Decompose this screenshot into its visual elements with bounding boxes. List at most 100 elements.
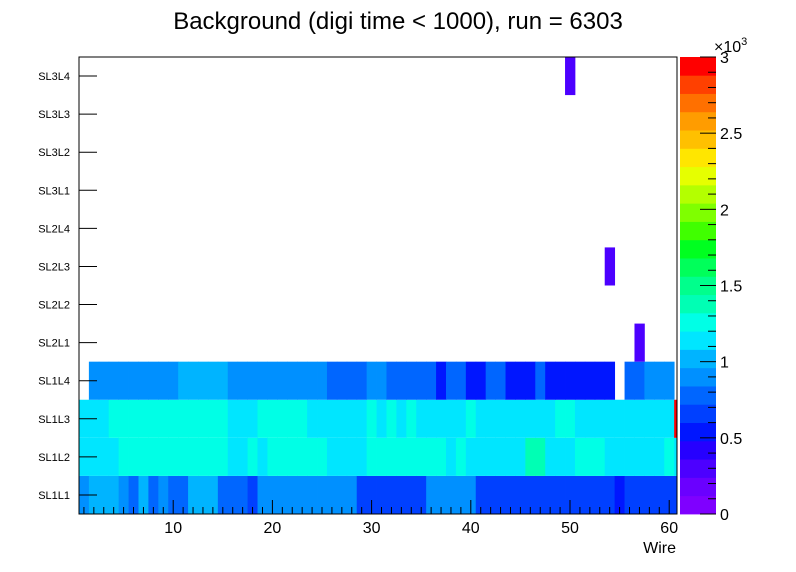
heatmap-cell-sl1l4-w50 <box>565 361 576 400</box>
heatmap-cell-sl1l4-w34 <box>406 361 417 400</box>
heatmap-cell-sl1l3-w46 <box>525 399 536 438</box>
heatmap-cell-sl1l1-w19 <box>257 475 268 514</box>
heatmap-cell-sl1l4-w60 <box>664 361 675 400</box>
heatmap-cell-sl1l2-w32 <box>386 437 397 476</box>
heatmap-cell-sl1l3-w54 <box>604 399 616 438</box>
heatmap-cell-sl1l1-w17 <box>237 475 248 514</box>
heatmap-cell-sl1l2-w34 <box>406 437 417 476</box>
color-scale-segment <box>680 166 716 186</box>
heatmap-cell-sl1l1-w4 <box>108 475 120 514</box>
heatmap-cell-sl1l2-w15 <box>217 437 229 476</box>
heatmap-cell-sl1l1-w6 <box>128 475 139 514</box>
heatmap-cell-sl1l1-w61 <box>674 475 678 514</box>
heatmap-cell-sl1l3-w26 <box>326 399 338 438</box>
heatmap-cell-sl1l3-w45 <box>515 399 526 438</box>
heatmap-cell-sl1l3-w18 <box>247 399 258 438</box>
heatmap-cell-sl1l4-w23 <box>297 361 308 400</box>
color-scale-segment <box>680 57 716 76</box>
heatmap-cell-sl1l4-w42 <box>485 361 496 400</box>
heatmap-cell-sl1l2-w44 <box>505 437 516 476</box>
y-tick-label-sl3l1: SL3L1 <box>38 185 70 197</box>
x-tick-label: 50 <box>561 520 579 537</box>
heatmap-cell-sl1l4-w54 <box>604 361 616 400</box>
heatmap-cell-sl1l4-w8 <box>148 361 159 400</box>
heatmap-cell-sl1l3-w9 <box>158 399 169 438</box>
heatmap-cell-sl1l3-w39 <box>455 399 467 438</box>
heatmap-cell-sl1l2-w23 <box>297 437 308 476</box>
z-tick-label: 2.5 <box>720 126 742 143</box>
heatmap-cell-sl1l3-w41 <box>475 399 487 438</box>
heatmap-cell-sl1l1-w59 <box>654 475 665 514</box>
heatmap-cell-sl1l2-w28 <box>346 437 358 476</box>
color-scale-segment <box>680 258 716 277</box>
heatmap-cell-sl1l1-w39 <box>455 475 467 514</box>
heatmap-cell-sl1l2-w37 <box>436 437 447 476</box>
heatmap-cell-sl1l1-w23 <box>297 475 308 514</box>
heatmap-cell-sl1l2-w22 <box>287 437 298 476</box>
heatmap-cell-sl1l1-w5 <box>118 475 129 514</box>
heatmap-cell-sl1l3-w16 <box>227 399 239 438</box>
heatmap-cell-sl1l1-w35 <box>416 475 427 514</box>
heatmap-cell-sl1l3-w37 <box>436 399 447 438</box>
heatmap-cells <box>79 57 678 514</box>
heatmap-cell-sl1l4-w59 <box>654 361 665 400</box>
heatmap-cell-sl1l4-w9 <box>158 361 169 400</box>
y-tick-label-sl1l3: SL1L3 <box>38 414 70 426</box>
heatmap-cell-sl1l3-w17 <box>237 399 248 438</box>
color-scale-segment <box>680 221 716 241</box>
color-scale-bar <box>680 57 716 515</box>
heatmap-cell-sl1l2-w31 <box>376 437 387 476</box>
heatmap-cell-sl1l1-w12 <box>188 475 199 514</box>
x-axis-title: Wire <box>643 540 676 557</box>
heatmap-cell-sl1l4-w36 <box>426 361 437 400</box>
heatmap-cell-sl1l2-w54 <box>604 437 616 476</box>
heatmap-cell-sl1l4-w15 <box>217 361 229 400</box>
z-tick-label: 1 <box>720 355 729 372</box>
color-scale-segment <box>680 93 716 113</box>
heatmap-cell-sl1l4-w12 <box>188 361 199 400</box>
heatmap-cell-sl1l3-w38 <box>446 399 457 438</box>
heatmap-cell-sl1l1-w25 <box>317 475 328 514</box>
heatmap-cell-sl1l1-w42 <box>485 475 496 514</box>
heatmap-cell-sl1l4-w13 <box>198 361 209 400</box>
heatmap-cell-sl1l4-w18 <box>247 361 258 400</box>
y-tick-label-sl3l2: SL3L2 <box>38 147 70 159</box>
color-scale-segment <box>680 130 716 149</box>
heatmap-cell-sl1l2-w10 <box>168 437 179 476</box>
color-scale-segment <box>680 75 716 94</box>
color-scale-segment <box>680 294 716 314</box>
heatmap-cell-sl1l2-w35 <box>416 437 427 476</box>
heatmap-cell-sl3l4-w50 <box>565 57 576 96</box>
heatmap-cell-sl1l1-w26 <box>326 475 338 514</box>
heatmap-cell-sl1l3-w7 <box>138 399 149 438</box>
z-tick-label: 0 <box>720 507 729 524</box>
heatmap-cell-sl1l4-w47 <box>535 361 546 400</box>
heatmap-cell-sl1l4-w10 <box>168 361 179 400</box>
heatmap-cell-sl1l4-w26 <box>326 361 338 400</box>
heatmap-cell-sl1l4-w38 <box>446 361 457 400</box>
heatmap-cell-sl1l1-w28 <box>346 475 358 514</box>
y-tick-label-sl1l1: SL1L1 <box>38 490 70 502</box>
color-scale-segment <box>680 477 716 497</box>
heatmap-cell-sl1l2-w57 <box>634 437 645 476</box>
heatmap-cell-sl1l1-w22 <box>287 475 298 514</box>
heatmap-cell-sl1l2-w17 <box>237 437 248 476</box>
heatmap-cell-sl1l4-w25 <box>317 361 328 400</box>
heatmap-cell-sl1l1-w53 <box>594 475 606 514</box>
heatmap-cell-sl1l3-w12 <box>188 399 199 438</box>
heatmap-cell-sl1l1-w56 <box>624 475 635 514</box>
heatmap-cell-sl1l1-w46 <box>525 475 536 514</box>
heatmap-cell-sl1l4-w29 <box>356 361 368 400</box>
heatmap-cell-sl1l2-w59 <box>654 437 665 476</box>
y-tick-label-sl3l4: SL3L4 <box>38 71 70 83</box>
heatmap-cell-sl1l2-w36 <box>426 437 437 476</box>
heatmap-cell-sl1l3-w52 <box>584 399 596 438</box>
heatmap-cell-sl1l3-w58 <box>644 399 655 438</box>
heatmap-cell-sl1l4-w6 <box>128 361 139 400</box>
heatmap-cell-sl1l2-w18 <box>247 437 258 476</box>
z-tick-label: 1.5 <box>720 279 742 296</box>
heatmap-cell-sl1l2-w38 <box>446 437 457 476</box>
heatmap-cell-sl1l2-w52 <box>584 437 596 476</box>
heatmap-cell-sl1l4-w33 <box>396 361 407 400</box>
